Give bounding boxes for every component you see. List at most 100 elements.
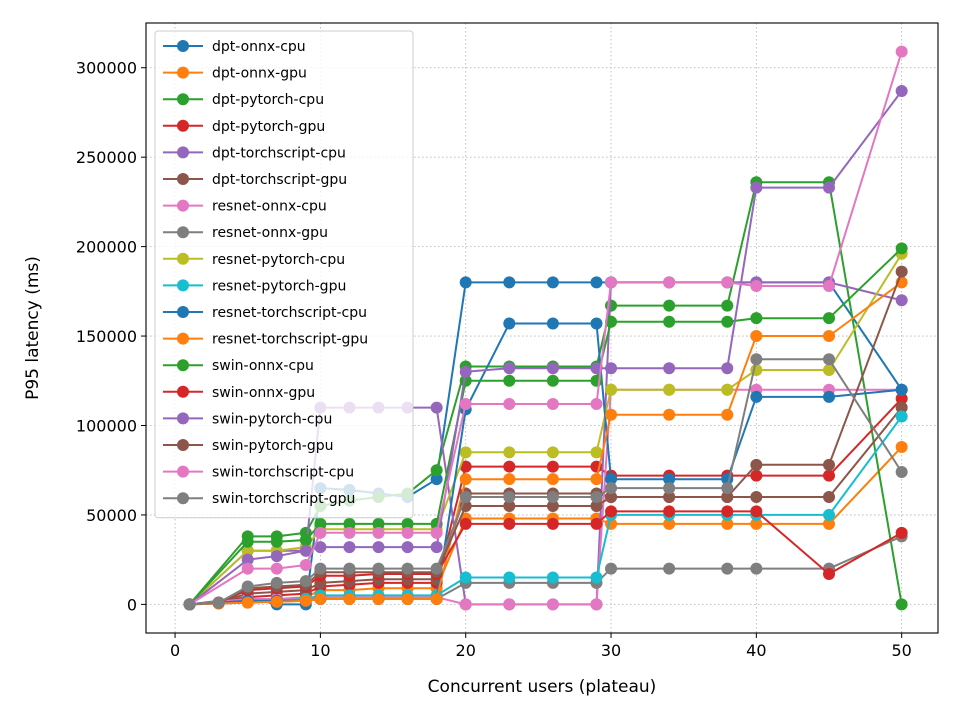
data-point: [314, 562, 327, 575]
data-point: [721, 299, 734, 312]
data-point: [721, 276, 734, 289]
data-point: [590, 517, 603, 530]
data-point: [605, 562, 618, 575]
legend-marker: [177, 252, 189, 265]
legend-item: resnet-onnx-gpu: [163, 225, 328, 241]
y-tick-label: 250000: [76, 148, 137, 167]
series-swin-pytorch-cpu: [183, 84, 908, 611]
data-point: [401, 541, 414, 554]
data-point: [372, 526, 385, 539]
data-point: [270, 562, 283, 575]
data-point: [343, 562, 356, 575]
legend-marker: [177, 439, 189, 451]
data-point: [299, 544, 312, 557]
legend-label: swin-torchscript-cpu: [212, 465, 354, 481]
data-point: [546, 398, 559, 411]
data-point: [546, 571, 559, 584]
data-point: [721, 505, 734, 518]
data-point: [823, 517, 836, 530]
data-point: [823, 390, 836, 403]
legend-marker: [177, 119, 189, 132]
legend-marker: [177, 359, 189, 372]
series-swin-torchscript-gpu: [183, 353, 908, 611]
legend-label: resnet-pytorch-gpu: [212, 278, 346, 294]
data-point: [750, 279, 763, 292]
legend-item: resnet-onnx-cpu: [163, 199, 327, 215]
data-point: [590, 491, 603, 504]
legend-label: swin-onnx-gpu: [212, 385, 315, 401]
data-point: [590, 473, 603, 486]
data-point: [750, 469, 763, 482]
legend-item: dpt-pytorch-cpu: [163, 92, 324, 108]
data-point: [750, 390, 763, 403]
data-point: [503, 374, 516, 387]
data-point: [721, 517, 734, 530]
legend-marker: [177, 40, 189, 52]
data-point: [546, 517, 559, 530]
data-point: [823, 364, 836, 377]
y-tick-label: 50000: [86, 506, 137, 525]
data-point: [459, 365, 472, 378]
data-point: [459, 571, 472, 584]
data-point: [590, 398, 603, 411]
legend-label: resnet-pytorch-cpu: [212, 252, 345, 268]
data-point: [401, 517, 414, 530]
data-point: [605, 362, 618, 375]
data-point: [663, 491, 676, 504]
data-point: [750, 517, 763, 530]
data-point: [590, 317, 603, 330]
plot-area: [183, 45, 908, 611]
data-point: [605, 383, 618, 396]
data-point: [721, 362, 734, 375]
legend-label: dpt-torchscript-cpu: [212, 145, 346, 161]
data-point: [503, 473, 516, 486]
legend-label: resnet-onnx-gpu: [212, 225, 328, 241]
legend-label: swin-torchscript-gpu: [212, 491, 355, 507]
data-point: [605, 408, 618, 421]
data-point: [663, 517, 676, 530]
legend-item: dpt-pytorch-gpu: [163, 119, 325, 135]
data-point: [430, 526, 443, 539]
data-point: [503, 571, 516, 584]
data-point: [503, 362, 516, 375]
data-point: [663, 299, 676, 312]
data-point: [663, 383, 676, 396]
data-point: [241, 535, 254, 548]
data-point: [270, 550, 283, 563]
data-point: [823, 508, 836, 521]
legend-marker: [177, 146, 189, 159]
legend-item: swin-torchscript-gpu: [163, 491, 355, 507]
data-point: [546, 276, 559, 289]
legend-item: resnet-torchscript-cpu: [163, 305, 367, 321]
legend-marker: [177, 492, 189, 505]
data-point: [546, 491, 559, 504]
data-point: [721, 383, 734, 396]
data-point: [663, 473, 676, 486]
data-point: [750, 330, 763, 343]
data-point: [750, 312, 763, 325]
legend-marker: [177, 465, 189, 478]
legend-label: dpt-pytorch-gpu: [212, 119, 325, 135]
legend-item: swin-pytorch-cpu: [163, 411, 332, 427]
legend-box: [154, 30, 414, 519]
data-point: [590, 446, 603, 459]
data-point: [299, 559, 312, 572]
y-tick-label: 300000: [76, 59, 137, 78]
data-point: [430, 562, 443, 575]
data-point: [372, 541, 385, 554]
data-point: [721, 562, 734, 575]
data-point: [299, 594, 312, 607]
data-point: [372, 562, 385, 575]
legend-item: dpt-torchscript-cpu: [163, 145, 346, 161]
data-point: [750, 505, 763, 518]
data-point: [430, 473, 443, 486]
data-point: [605, 315, 618, 328]
legend-item: resnet-torchscript-gpu: [163, 332, 368, 348]
data-point: [503, 446, 516, 459]
data-point: [823, 312, 836, 325]
legend-item: swin-onnx-cpu: [163, 358, 314, 374]
data-point: [401, 562, 414, 575]
data-point: [663, 505, 676, 518]
data-point: [895, 466, 908, 479]
data-point: [721, 482, 734, 495]
